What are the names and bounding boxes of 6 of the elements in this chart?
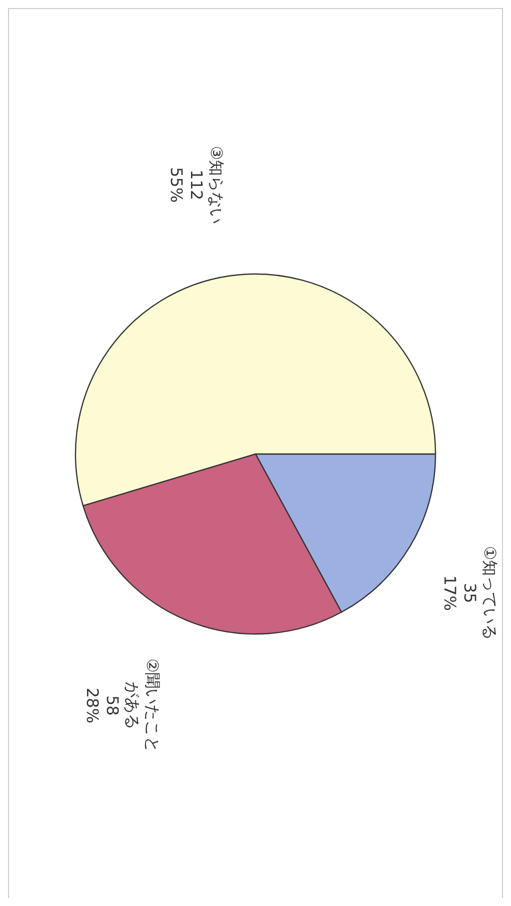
slice-label: ③知らない xyxy=(207,146,226,224)
slice-label: ①知っている xyxy=(480,546,500,640)
slice-label: ②聞いたことがある xyxy=(122,658,162,753)
data-label: 58 28% xyxy=(82,688,122,724)
data-label: 112 55% xyxy=(167,167,206,203)
data-label: 35 17% xyxy=(440,575,480,611)
